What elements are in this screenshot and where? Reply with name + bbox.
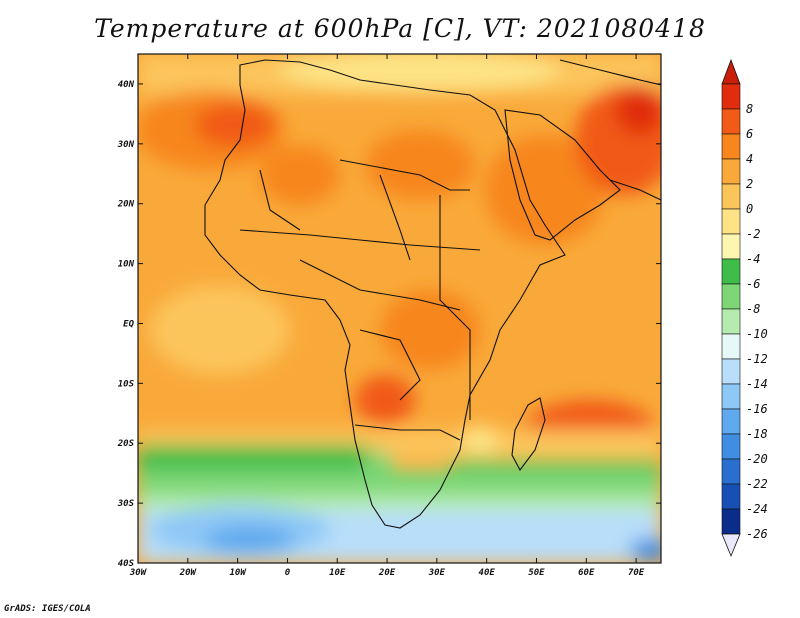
lat-tick-label: 30N	[117, 140, 135, 150]
colorbar-label: 8	[746, 102, 753, 116]
lon-tick-label: 30E	[428, 568, 446, 578]
border-2	[439, 195, 471, 420]
colorbar-swatch	[721, 233, 741, 260]
colorbar-swatch	[721, 258, 741, 285]
border-1	[259, 169, 411, 261]
colorbar-swatch	[721, 333, 741, 360]
colorbar: 8 6 4 2 0 -2 -4 -6 -8 -10 -12 -14 -16 -18 -20 -22 -24 -26	[721, 58, 768, 558]
lon-tick-label: 10E	[329, 568, 346, 578]
colorbar-label: -26	[746, 527, 768, 541]
arabia-coastline	[504, 109, 621, 241]
lon-tick-label: 10W	[229, 568, 247, 578]
colorbar-label: -22	[746, 477, 768, 491]
latitude-axis: 40N 30N 20N 10N EQ 10S 20S 30S 40S	[117, 80, 661, 569]
colorbar-swatch	[721, 283, 741, 310]
asia-coastline	[559, 59, 661, 201]
colorbar-label: -4	[746, 252, 760, 266]
longitude-axis: 30W 20W 10W 0 10E 20E 30E 40E 50E 60E 70E	[129, 54, 645, 578]
colorbar-swatch	[721, 158, 741, 185]
lon-tick-label: 0	[285, 568, 291, 578]
lat-tick-label: 20N	[117, 200, 135, 210]
colorbar-label: -12	[746, 352, 768, 366]
colorbar-label: 6	[746, 127, 753, 141]
plot-frame	[137, 53, 662, 564]
colorbar-label: 4	[746, 152, 753, 166]
map-title: Temperature at 600hPa [C], VT: 202108041…	[94, 14, 706, 43]
lon-tick-label: 40E	[479, 568, 496, 578]
lat-tick-label: EQ	[123, 319, 134, 329]
colorbar-swatch	[721, 508, 741, 535]
lon-tick-label: 20W	[179, 568, 198, 578]
colorbar-swatch	[721, 208, 741, 235]
lat-tick-label: 30S	[117, 499, 135, 509]
field-shading	[138, 54, 661, 563]
lon-tick-label: 60E	[578, 568, 595, 578]
colorbar-swatch	[721, 383, 741, 410]
colorbar-swatch	[721, 83, 741, 110]
colorbar-label: -18	[746, 427, 768, 441]
colorbar-label: 0	[746, 202, 753, 216]
lat-tick-label: 40S	[118, 559, 135, 569]
sahel-border	[239, 229, 481, 251]
lat-tick-label: 20S	[117, 439, 135, 449]
lat-tick-label: 40N	[118, 80, 135, 90]
colorbar-label: -6	[746, 277, 760, 291]
colorbar-swatch	[721, 483, 741, 510]
colorbar-label: -24	[746, 502, 768, 516]
colorbar-swatch	[721, 308, 741, 335]
colorbar-bottom-arrow	[721, 533, 741, 558]
credit-text: GrADS: IGES/COLA	[4, 604, 91, 614]
colorbar-top-arrow	[721, 58, 741, 85]
colorbar-label: -16	[746, 402, 768, 416]
colorbar-label: -14	[746, 377, 768, 391]
colorbar-swatch	[721, 108, 741, 135]
colorbar-label: -8	[746, 302, 760, 316]
temperature-field	[138, 54, 661, 563]
colorbar-label: -10	[746, 327, 768, 341]
colorbar-swatch	[721, 358, 741, 385]
colorbar-label: 2	[746, 177, 753, 191]
colorbar-label: -20	[746, 452, 768, 466]
colorbar-swatch	[721, 433, 741, 460]
coastlines-and-borders	[204, 59, 661, 529]
central-border	[299, 259, 461, 311]
colorbar-swatch	[721, 183, 741, 210]
lon-tick-label: 20E	[378, 568, 396, 578]
lon-tick-label: 50E	[528, 568, 545, 578]
colorbar-label: -2	[746, 227, 760, 241]
colorbar-swatch	[721, 458, 741, 485]
colorbar-swatch	[721, 408, 741, 435]
border-3	[359, 329, 421, 401]
southern-border	[354, 424, 461, 441]
madagascar-coastline	[511, 397, 546, 472]
sudan-border	[339, 159, 470, 191]
lon-tick-label: 70E	[628, 568, 645, 578]
lat-tick-label: 10S	[118, 379, 135, 389]
colorbar-swatch	[721, 133, 741, 160]
lat-tick-label: 10N	[118, 260, 135, 270]
africa-coastline	[204, 59, 566, 529]
lon-tick-label: 30W	[129, 568, 148, 578]
